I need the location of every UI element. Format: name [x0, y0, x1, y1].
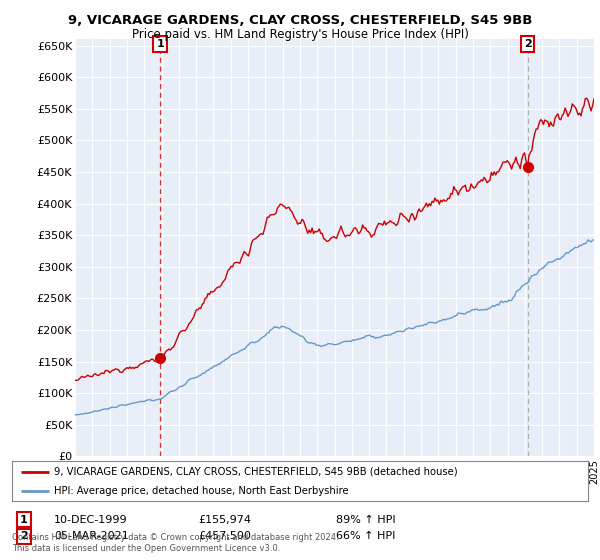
Text: £155,974: £155,974 [198, 515, 251, 525]
Text: 89% ↑ HPI: 89% ↑ HPI [336, 515, 395, 525]
Text: Price paid vs. HM Land Registry's House Price Index (HPI): Price paid vs. HM Land Registry's House … [131, 28, 469, 41]
Text: 1: 1 [20, 515, 28, 525]
Text: 2: 2 [524, 39, 532, 49]
Text: 05-MAR-2021: 05-MAR-2021 [54, 531, 129, 542]
Text: 1: 1 [156, 39, 164, 49]
Text: 9, VICARAGE GARDENS, CLAY CROSS, CHESTERFIELD, S45 9BB (detached house): 9, VICARAGE GARDENS, CLAY CROSS, CHESTER… [54, 467, 458, 477]
Text: Contains HM Land Registry data © Crown copyright and database right 2024.
This d: Contains HM Land Registry data © Crown c… [12, 533, 338, 553]
Text: HPI: Average price, detached house, North East Derbyshire: HPI: Average price, detached house, Nort… [54, 486, 349, 496]
Text: 9, VICARAGE GARDENS, CLAY CROSS, CHESTERFIELD, S45 9BB: 9, VICARAGE GARDENS, CLAY CROSS, CHESTER… [68, 14, 532, 27]
Text: 66% ↑ HPI: 66% ↑ HPI [336, 531, 395, 542]
Text: £457,500: £457,500 [198, 531, 251, 542]
Text: 10-DEC-1999: 10-DEC-1999 [54, 515, 128, 525]
Text: 2: 2 [20, 531, 28, 542]
